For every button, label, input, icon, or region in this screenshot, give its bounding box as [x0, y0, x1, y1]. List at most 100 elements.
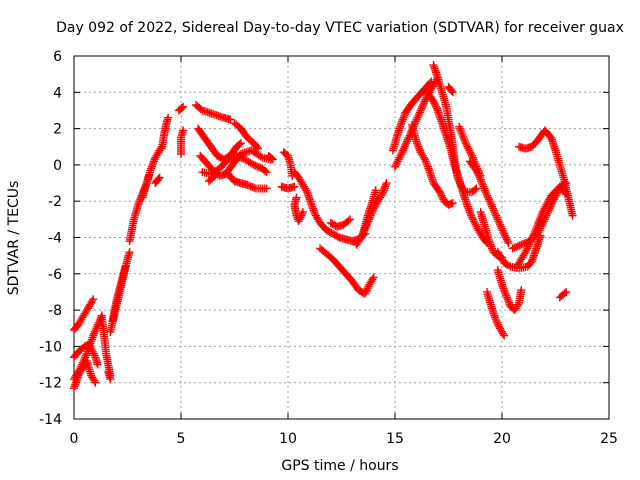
data-point — [224, 155, 233, 164]
data-point — [391, 162, 399, 171]
data-point — [497, 224, 506, 233]
x-tick-label: 5 — [177, 431, 186, 447]
series-arc-2 — [70, 295, 98, 335]
data-point — [393, 157, 402, 166]
data-point — [482, 189, 491, 198]
data-point — [476, 171, 485, 180]
data-point — [467, 211, 476, 220]
data-point — [501, 233, 510, 242]
series-arc-45 — [555, 287, 571, 302]
data-point — [469, 217, 478, 226]
x-tick-label: 20 — [493, 431, 511, 447]
data-point — [435, 188, 444, 197]
data-point — [262, 184, 271, 193]
data-point — [504, 297, 513, 306]
data-point — [403, 137, 412, 146]
series-arc-3 — [70, 356, 100, 393]
data-point — [485, 237, 494, 246]
data-point — [492, 213, 501, 222]
data-point — [490, 208, 499, 217]
data-point — [364, 282, 373, 291]
series-arc-44 — [515, 126, 577, 220]
data-point — [489, 206, 498, 215]
data-point — [492, 211, 501, 220]
data-point — [397, 119, 406, 128]
data-point — [308, 202, 317, 211]
data-point — [437, 191, 446, 200]
data-point — [448, 199, 457, 208]
data-point — [254, 144, 263, 153]
series-arc-23 — [277, 182, 299, 193]
data-point — [466, 209, 475, 218]
data-point — [525, 238, 534, 247]
data-point — [513, 242, 522, 251]
data-point — [262, 168, 271, 177]
data-point — [475, 169, 484, 178]
data-point — [464, 144, 473, 153]
data-point — [474, 166, 483, 175]
series-arc-7 — [108, 262, 130, 325]
data-point — [250, 183, 259, 192]
data-point — [413, 140, 422, 149]
data-point — [498, 282, 507, 291]
data-point — [295, 215, 304, 224]
data-point — [307, 200, 316, 209]
data-point — [495, 218, 504, 227]
data-point — [90, 376, 99, 385]
y-tick-label: -14 — [39, 412, 62, 428]
series-arc-27 — [326, 215, 355, 231]
data-point — [498, 280, 506, 289]
data-point — [502, 293, 511, 302]
data-point — [90, 351, 99, 360]
data-point — [485, 238, 494, 247]
data-point — [121, 262, 130, 271]
data-point — [423, 160, 432, 169]
data-point — [148, 160, 157, 169]
data-point — [491, 315, 500, 324]
data-point — [512, 242, 521, 251]
data-point — [92, 324, 101, 333]
data-point — [500, 331, 509, 340]
data-point — [541, 202, 550, 211]
data-point — [399, 113, 408, 122]
data-point — [90, 327, 99, 336]
series-arc-14 — [191, 101, 235, 124]
data-point — [493, 318, 502, 327]
data-point — [448, 88, 457, 97]
data-point — [504, 261, 513, 270]
axis-ticks: 0 5 10 15 20 25 -14 -12 -10 -8 -6 -4 -2 0 2 4 6 — [39, 49, 618, 447]
data-point — [488, 202, 497, 211]
data-point — [498, 226, 507, 235]
y-tick-label: -12 — [39, 376, 62, 392]
data-point — [472, 222, 481, 231]
data-point — [252, 143, 261, 152]
data-point — [545, 195, 554, 204]
data-point — [392, 159, 401, 168]
data-point — [249, 160, 258, 169]
data-point — [248, 183, 257, 192]
data-point — [226, 115, 235, 124]
series-arc-37 — [455, 122, 485, 180]
data-point — [164, 113, 173, 122]
data-point — [368, 275, 377, 284]
series-arc-40 — [493, 266, 526, 315]
data-point — [413, 113, 422, 122]
data-point — [413, 139, 422, 148]
chart-title: Day 092 of 2022, Sidereal Day-to-day VTE… — [56, 20, 624, 36]
data-point — [517, 286, 526, 295]
data-point — [412, 137, 421, 146]
series-arc-4 — [70, 340, 102, 369]
y-tick-label: -2 — [48, 194, 62, 210]
series-arc-33 — [423, 88, 492, 247]
data-point — [400, 142, 409, 151]
x-tick-label: 15 — [386, 431, 404, 447]
series-arc-1 — [70, 311, 115, 384]
data-point — [485, 197, 494, 206]
data-point — [500, 229, 509, 238]
data-point — [227, 154, 236, 163]
data-point — [494, 320, 503, 329]
data-point — [87, 346, 96, 355]
data-point — [438, 193, 447, 202]
y-axis-label: SDTVAR / TECUs — [6, 181, 22, 296]
data-point — [234, 152, 243, 161]
